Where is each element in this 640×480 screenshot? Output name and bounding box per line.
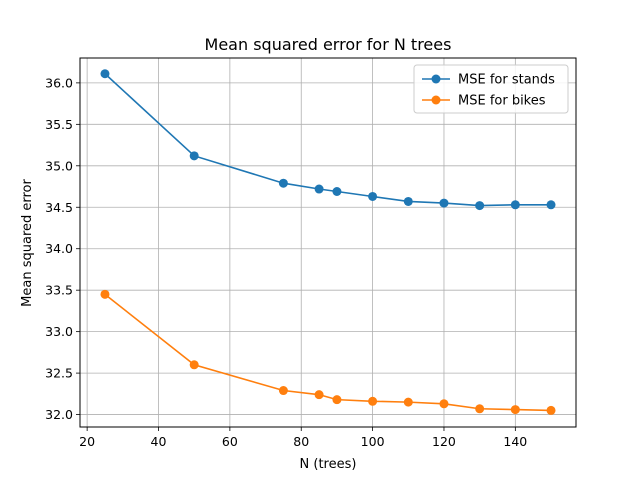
data-point	[278, 386, 288, 396]
legend-label: MSE for bikes	[458, 94, 546, 109]
x-axis-label: N (trees)	[300, 457, 357, 472]
data-point	[546, 200, 556, 210]
plot-frame	[79, 57, 577, 428]
data-point	[403, 196, 413, 206]
y-tick-label: 34.5	[45, 200, 73, 215]
data-point	[368, 191, 378, 201]
y-tick-label: 35.0	[45, 158, 73, 173]
y-tick-label: 36.0	[45, 75, 73, 90]
legend-item: MSE for bikes	[422, 94, 546, 109]
data-point	[510, 405, 520, 415]
legend-label: MSE for stands	[458, 73, 555, 88]
data-point	[314, 184, 324, 194]
data-point	[475, 201, 485, 211]
chart-title: Mean squared error for N trees	[205, 35, 452, 54]
legend: MSE for stands MSE for bikes	[413, 64, 569, 114]
x-tick-label: 120	[432, 434, 456, 449]
data-point	[314, 390, 324, 400]
x-tick-label: 100	[361, 434, 385, 449]
data-point	[439, 399, 449, 409]
y-axis-label: Mean squared error	[20, 179, 35, 307]
y-tick-label: 33.0	[45, 324, 73, 339]
data-point	[189, 360, 199, 370]
data-point	[100, 289, 110, 299]
series-line	[104, 293, 552, 412]
x-axis: 20 40 60 80 100 120 140	[79, 427, 527, 449]
data-point	[278, 178, 288, 188]
legend-box	[413, 64, 569, 114]
y-tick-label: 33.5	[45, 283, 73, 298]
y-tick-label: 32.0	[45, 407, 73, 422]
data-point	[332, 187, 342, 197]
grid	[80, 58, 576, 427]
x-tick-label: 40	[151, 434, 167, 449]
x-tick-label: 60	[222, 434, 238, 449]
y-tick-label: 32.5	[45, 366, 73, 381]
x-tick-label: 140	[503, 434, 527, 449]
series-layer	[100, 69, 556, 415]
y-axis: 32.0 32.5 33.0 33.5 34.0 34.5 35.0 35.5 36.0	[45, 75, 80, 422]
data-point	[403, 397, 413, 407]
y-tick-label: 35.5	[45, 117, 73, 132]
legend-item: MSE for stands	[422, 73, 555, 88]
data-point	[510, 200, 520, 210]
series-1	[100, 69, 556, 211]
data-point	[332, 395, 342, 405]
data-point	[100, 69, 110, 79]
legend-swatch-marker	[431, 95, 441, 105]
series-2	[100, 289, 556, 415]
data-point	[189, 151, 199, 161]
data-point	[475, 404, 485, 414]
x-tick-label: 20	[79, 434, 95, 449]
x-tick-label: 80	[293, 434, 309, 449]
legend-swatch-marker	[431, 74, 441, 84]
y-tick-label: 34.0	[45, 241, 73, 256]
data-point	[546, 405, 556, 415]
data-point	[439, 198, 449, 208]
data-point	[368, 396, 378, 406]
